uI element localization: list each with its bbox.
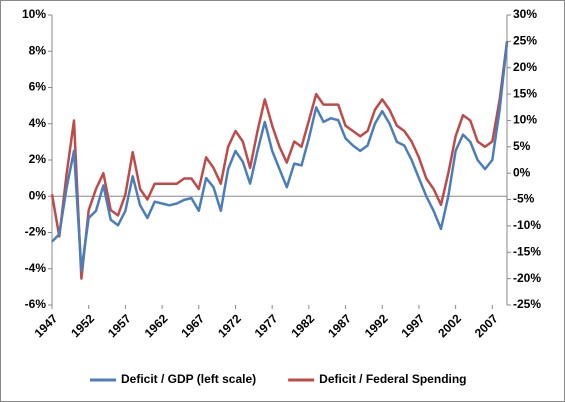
- y-tick-label: 0%: [29, 188, 47, 202]
- y-tick-label: 2%: [29, 152, 47, 166]
- legend-label: Deficit / GDP (left scale): [121, 372, 256, 386]
- y-tick-label: -4%: [25, 261, 47, 275]
- y2-tick-label: -10%: [513, 218, 541, 232]
- y2-tick-label: 20%: [513, 60, 537, 74]
- y2-tick-label: -5%: [513, 192, 535, 206]
- y2-tick-label: 5%: [513, 139, 531, 153]
- y2-tick-label: -20%: [513, 271, 541, 285]
- y-tick-label: -6%: [25, 297, 47, 311]
- y-tick-label: 8%: [29, 43, 47, 57]
- y2-tick-label: -15%: [513, 244, 541, 258]
- series-line: [51, 42, 509, 272]
- y2-tick-label: -25%: [513, 297, 541, 311]
- legend-label: Deficit / Federal Spending: [319, 372, 466, 386]
- y2-tick-label: 10%: [513, 113, 537, 127]
- y-tick-label: 4%: [29, 116, 47, 130]
- y-tick-label: 6%: [29, 80, 47, 94]
- y2-tick-label: 30%: [513, 7, 537, 21]
- series-line: [50, 41, 509, 280]
- y2-tick-label: 0%: [513, 165, 531, 179]
- y-tick-label: 10%: [22, 7, 46, 21]
- y2-tick-label: 25%: [513, 34, 537, 48]
- y-tick-label: -2%: [25, 225, 47, 239]
- y2-tick-label: 15%: [513, 86, 537, 100]
